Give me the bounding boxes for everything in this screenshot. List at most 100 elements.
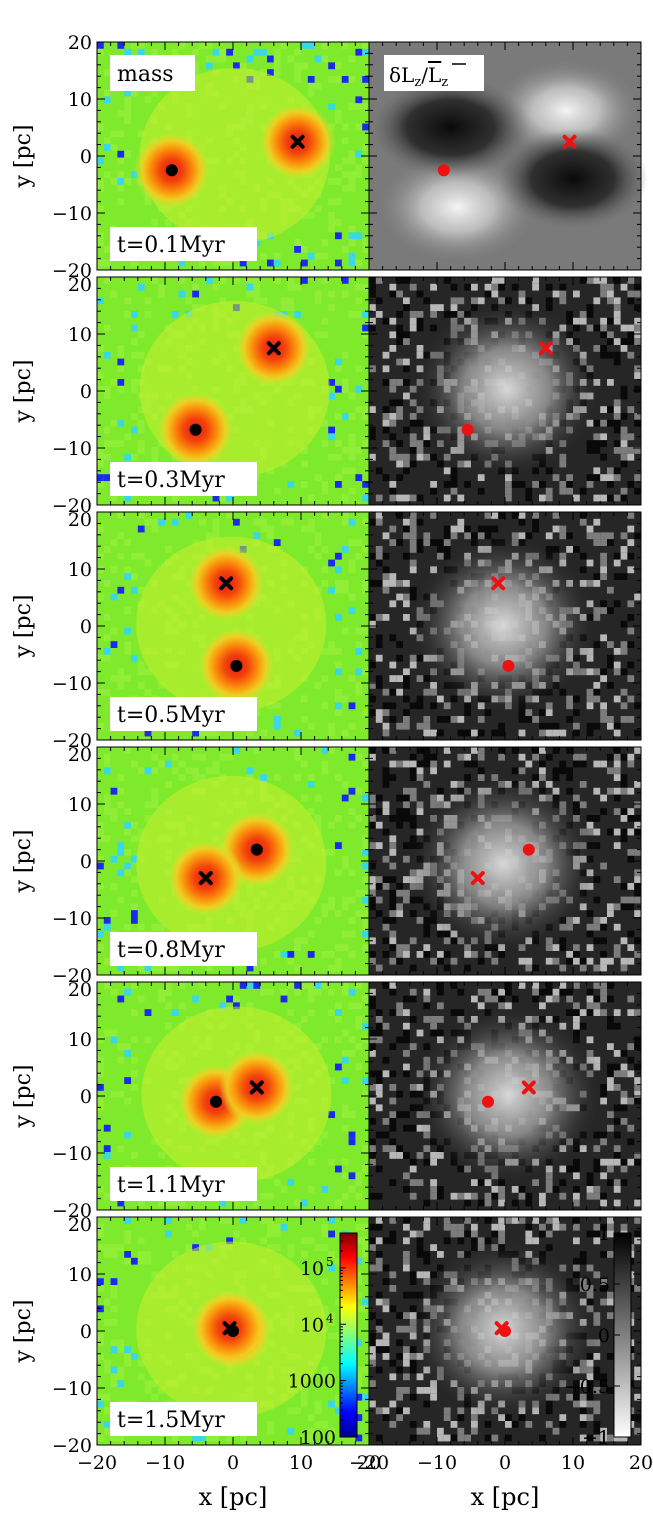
dl-panel [369,277,641,505]
cross-marker [219,576,234,591]
circle-marker [230,659,243,672]
time-label-box [110,462,257,496]
y-tick-label: 10 [68,1029,92,1051]
y-axis-label: y [pc] [11,830,36,894]
time-label: t=0.8Myr [110,932,257,966]
row-3: −20 −10 0 10 20 y [pc] t=0.5Myr [11,509,642,752]
ticks [96,276,642,506]
dl-colorbar: 1 0.5 0 −0.5 −1 [564,1223,632,1449]
y-tick-label: −20 [52,730,92,752]
y-tick-label: −10 [52,908,92,930]
cross-marker [470,871,485,886]
y-tick-label: 20 [68,274,92,296]
dl-panel [369,982,641,1210]
time-label-box [110,1167,257,1201]
y-tick-label: −20 [52,1435,92,1457]
circle-marker [522,843,535,856]
cross-marker [266,341,281,356]
dl-panel [369,747,641,975]
time-label: t=0.3Myr [110,462,257,496]
circle-marker [437,164,450,177]
y-axis-label: y [pc] [11,595,36,659]
cross-marker [290,134,305,149]
y-tick-label: 0 [80,1321,92,1343]
y-tick-label: −10 [52,673,92,695]
y-axis-label: y [pc] [11,1065,36,1129]
row-1: −20 −10 0 10 20 y [pc] t=0.1Myr [11,32,648,282]
x-tick-label: 0 [227,1452,239,1474]
y-tick-label: −10 [52,1378,92,1400]
x-axis-label: x [pc] [199,1483,268,1511]
y-tick-label: 10 [68,89,92,111]
x-axis-label: x [pc] [471,1483,540,1511]
time-label-box [110,697,257,731]
x-tick-label: 20 [629,1452,653,1474]
circle-marker [482,1095,494,1108]
row-5: −20 −10 0 10 20 y [pc] t=1.1Myr [11,979,642,1222]
mass-colorbar-exponent: 4 [326,1311,334,1325]
time-label: t=1.5Myr [110,1402,257,1436]
cross-marker [538,341,553,356]
x-axis: −20 −10 0 10 20 x [pc] −10 0 10 20 x [pc] −20 [77,1452,653,1511]
dl-label-box [384,55,484,91]
dl-label-den-sub: z [441,75,448,90]
y-tick-label: 0 [80,1086,92,1108]
y-tick-label: −10 [52,438,92,460]
y-axis-label: y [pc] [11,125,36,189]
y-tick-label: 20 [68,979,92,1001]
cross-marker [222,1321,237,1336]
circle-marker [250,843,263,856]
mass-colorbar-bar [339,1232,358,1438]
dl-colorbar-label: 0 [598,1325,610,1347]
y-tick-label: −20 [52,260,92,282]
y-tick-label: 20 [68,1214,92,1236]
time-label-text: t=0.8Myr [117,938,225,963]
dl-bright-lobe [377,152,538,263]
y-tick-label: 0 [80,381,92,403]
cross-marker [198,871,213,886]
dl-colorbar-label: −0.5 [564,1376,610,1398]
time-label-box [110,932,257,966]
time-label-text: t=1.5Myr [117,1408,225,1433]
cross-marker [562,134,577,149]
ticks [96,981,642,1211]
x-tick-label: −20 [349,1452,389,1474]
mass-colorbar-label: 10 [300,1258,324,1280]
time-label-text: t=0.3Myr [117,468,225,493]
circle-marker [165,164,178,177]
mass-panel [97,982,369,1210]
time-label-text: t=1.1Myr [117,1173,225,1198]
x-tick-label: 10 [289,1452,313,1474]
dl-panel [369,42,648,270]
dl-dark-lobe [370,77,531,178]
y-tick-label: −10 [52,203,92,225]
panel-labels: mass δLz/Lz [110,55,484,91]
cross-marker [521,1080,536,1095]
y-axis-label: y [pc] [11,360,36,424]
y-tick-label: 10 [68,1264,92,1286]
dl-glow [408,534,599,715]
time-label-box [110,227,257,261]
y-tick-label: −20 [52,965,92,987]
y-axis-label: y [pc] [11,1300,36,1364]
dl-colorbar-label: 0.5 [580,1274,610,1296]
time-label: t=0.1Myr [110,227,257,261]
circle-marker [502,659,515,672]
x-tick-label: −20 [77,1452,117,1474]
ticks [96,511,642,741]
dl-colorbar-label: −1 [582,1427,610,1449]
y-tick-label: 0 [80,146,92,168]
dl-label-slash: / [421,63,428,87]
y-tick-label: 10 [68,559,92,581]
y-tick-label: −20 [52,495,92,517]
mass-halo [136,536,327,713]
dl-dark-lobe [498,128,648,229]
x-tick-label: −10 [145,1452,185,1474]
dl-label-sub: z [414,75,421,90]
cross-marker [494,1321,509,1336]
ticks [96,41,642,271]
mass-label-box [110,55,195,91]
